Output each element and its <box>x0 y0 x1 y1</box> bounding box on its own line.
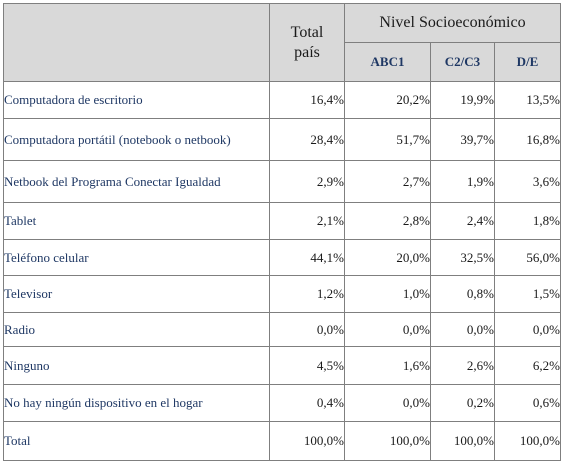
cell-total: 28,4% <box>269 118 345 161</box>
cell-total: 4,5% <box>269 346 345 385</box>
cell-abc1: 0,0% <box>344 312 431 347</box>
cell-total: 2,9% <box>269 160 345 203</box>
cell-c2c3: 2,6% <box>430 346 495 385</box>
data-table: Total país Nivel Socioeconómico ABC1 C2/… <box>3 3 561 461</box>
table-row-total: Total 100,0% 100,0% 100,0% 100,0% <box>3 421 561 461</box>
cell-c2c3: 19,9% <box>430 81 495 119</box>
table-row: Tablet 2,1% 2,8% 2,4% 1,8% <box>3 202 561 240</box>
cell-de: 13,5% <box>494 81 561 119</box>
cell-abc1: 1,0% <box>344 275 431 313</box>
cell-de: 0,6% <box>494 384 561 422</box>
cell-total: 44,1% <box>269 239 345 276</box>
header-abc1: ABC1 <box>344 42 431 82</box>
header-row-sub: ABC1 C2/C3 D/E <box>4 42 561 82</box>
cell-de: 16,8% <box>494 118 561 161</box>
cell-c2c3: 0,8% <box>430 275 495 313</box>
cell-c2c3: 1,9% <box>430 160 495 203</box>
table-row: Televisor 1,2% 1,0% 0,8% 1,5% <box>3 275 561 313</box>
table-row: Netbook del Programa Conectar Igualdad 2… <box>3 160 561 203</box>
cell-abc1: 1,6% <box>344 346 431 385</box>
header-corner-cell <box>3 3 270 82</box>
cell-total: 100,0% <box>269 421 345 461</box>
row-label: Computadora de escritorio <box>3 81 270 119</box>
cell-total: 0,0% <box>269 312 345 347</box>
cell-abc1: 100,0% <box>344 421 431 461</box>
cell-c2c3: 2,4% <box>430 202 495 240</box>
table-row: Ninguno 4,5% 1,6% 2,6% 6,2% <box>3 346 561 385</box>
cell-abc1: 51,7% <box>344 118 431 161</box>
table-row: Computadora portátil (notebook o netbook… <box>3 118 561 161</box>
cell-abc1: 20,0% <box>344 239 431 276</box>
cell-abc1: 0,0% <box>344 384 431 422</box>
cell-c2c3: 100,0% <box>430 421 495 461</box>
row-label: Computadora portátil (notebook o netbook… <box>3 118 270 161</box>
cell-c2c3: 0,2% <box>430 384 495 422</box>
cell-de: 100,0% <box>494 421 561 461</box>
cell-total: 0,4% <box>269 384 345 422</box>
cell-de: 56,0% <box>494 239 561 276</box>
cell-de: 6,2% <box>494 346 561 385</box>
cell-c2c3: 0,0% <box>430 312 495 347</box>
table-row: Computadora de escritorio 16,4% 20,2% 19… <box>3 81 561 119</box>
cell-total: 1,2% <box>269 275 345 313</box>
row-label: Netbook del Programa Conectar Igualdad <box>3 160 270 203</box>
cell-total: 16,4% <box>269 81 345 119</box>
row-label: No hay ningún dispositivo en el hogar <box>3 384 270 422</box>
row-label: Televisor <box>3 275 270 313</box>
row-label: Teléfono celular <box>3 239 270 276</box>
table-row: No hay ningún dispositivo en el hogar 0,… <box>3 384 561 422</box>
header-de: D/E <box>494 42 561 82</box>
table-row: Radio 0,0% 0,0% 0,0% 0,0% <box>3 312 561 347</box>
cell-de: 0,0% <box>494 312 561 347</box>
cell-c2c3: 39,7% <box>430 118 495 161</box>
cell-total: 2,1% <box>269 202 345 240</box>
header-total-pais: Total país <box>269 3 345 82</box>
cell-abc1: 2,7% <box>344 160 431 203</box>
row-label: Radio <box>3 312 270 347</box>
header-c2c3: C2/C3 <box>430 42 495 82</box>
row-label: Total <box>3 421 270 461</box>
cell-de: 3,6% <box>494 160 561 203</box>
cell-abc1: 20,2% <box>344 81 431 119</box>
cell-abc1: 2,8% <box>344 202 431 240</box>
cell-c2c3: 32,5% <box>430 239 495 276</box>
header-total-line2: país <box>294 43 320 61</box>
row-label: Ninguno <box>3 346 270 385</box>
cell-de: 1,8% <box>494 202 561 240</box>
header-total-line1: Total <box>290 23 324 41</box>
header-nivel-socioeconomico: Nivel Socioeconómico <box>344 3 561 43</box>
table-row: Teléfono celular 44,1% 20,0% 32,5% 56,0% <box>3 239 561 276</box>
header-row-top: Total país Nivel Socioeconómico <box>3 3 561 82</box>
cell-de: 1,5% <box>494 275 561 313</box>
row-label: Tablet <box>3 202 270 240</box>
